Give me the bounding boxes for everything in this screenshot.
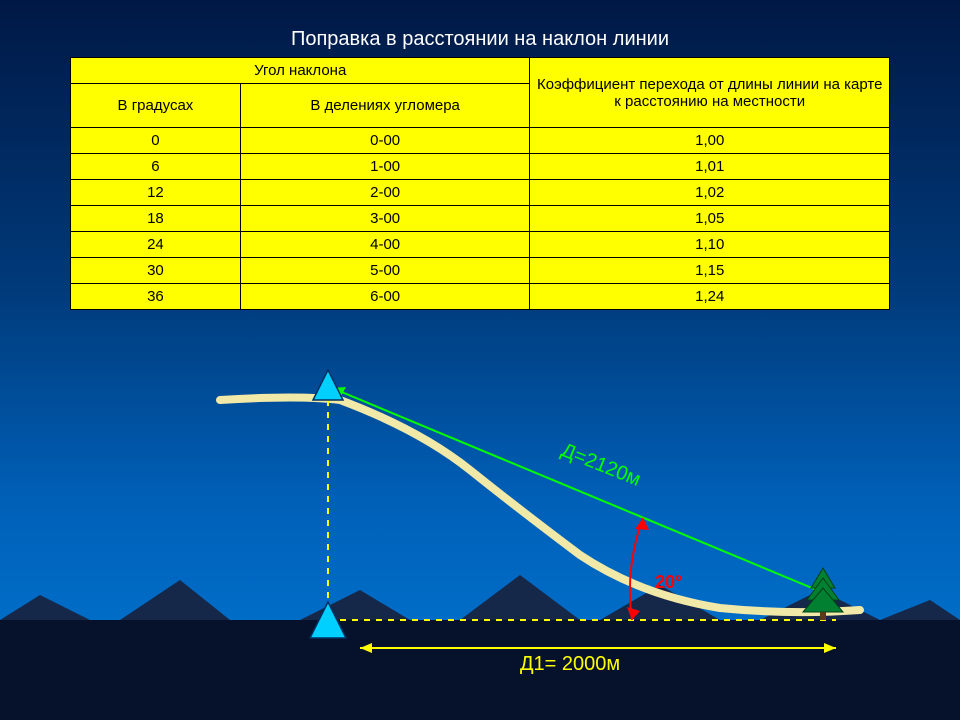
cell: 1,15 [530, 258, 890, 284]
terrain-line [220, 398, 860, 613]
cell: 18 [71, 206, 241, 232]
tree-icon [803, 568, 843, 620]
cell: 1,24 [530, 284, 890, 310]
ridge [460, 575, 580, 620]
header-angle-group: Угол наклона [71, 58, 530, 84]
ridge [120, 580, 230, 620]
table-row: 183-001,05 [71, 206, 890, 232]
ridge [0, 595, 90, 620]
angle-label: 20° [655, 572, 682, 592]
top-marker-icon [313, 370, 343, 400]
cell: 0 [71, 128, 241, 154]
horizontal-distance-label: Д1= 2000м [520, 653, 620, 675]
table-row: 305-001,15 [71, 258, 890, 284]
cell: 1,10 [530, 232, 890, 258]
cell: 1,00 [530, 128, 890, 154]
ridge [300, 590, 410, 620]
cell: 4-00 [240, 232, 530, 258]
table-row: 366-001,24 [71, 284, 890, 310]
cell: 24 [71, 232, 241, 258]
cell: 1,01 [530, 154, 890, 180]
table-row: 61-001,01 [71, 154, 890, 180]
table-row: 244-001,10 [71, 232, 890, 258]
slope-distance-label: Д=2120м [558, 439, 644, 491]
header-coefficient: Коэффициент перехода от длины линии на к… [530, 58, 890, 128]
cell: 1-00 [240, 154, 530, 180]
cell: 5-00 [240, 258, 530, 284]
cell: 0-00 [240, 128, 530, 154]
ground [0, 620, 960, 720]
slope-line [332, 388, 836, 598]
page-title: Поправка в расстоянии на наклон линии [0, 0, 960, 57]
header-divisions: В делениях угломера [240, 84, 530, 128]
header-degrees: В градусах [71, 84, 241, 128]
table-row: 122-001,02 [71, 180, 890, 206]
slope-diagram: Д=2120м Д1= 2000м 20° [0, 340, 960, 720]
correction-table: Угол наклона Коэффициент перехода от дли… [70, 57, 890, 310]
cell: 1,02 [530, 180, 890, 206]
cell: 30 [71, 258, 241, 284]
cell: 3-00 [240, 206, 530, 232]
table-row: 00-001,00 [71, 128, 890, 154]
cell: 36 [71, 284, 241, 310]
cell: 2-00 [240, 180, 530, 206]
cell: 12 [71, 180, 241, 206]
cell: 6-00 [240, 284, 530, 310]
ridge [880, 600, 960, 620]
cell: 1,05 [530, 206, 890, 232]
cell: 6 [71, 154, 241, 180]
